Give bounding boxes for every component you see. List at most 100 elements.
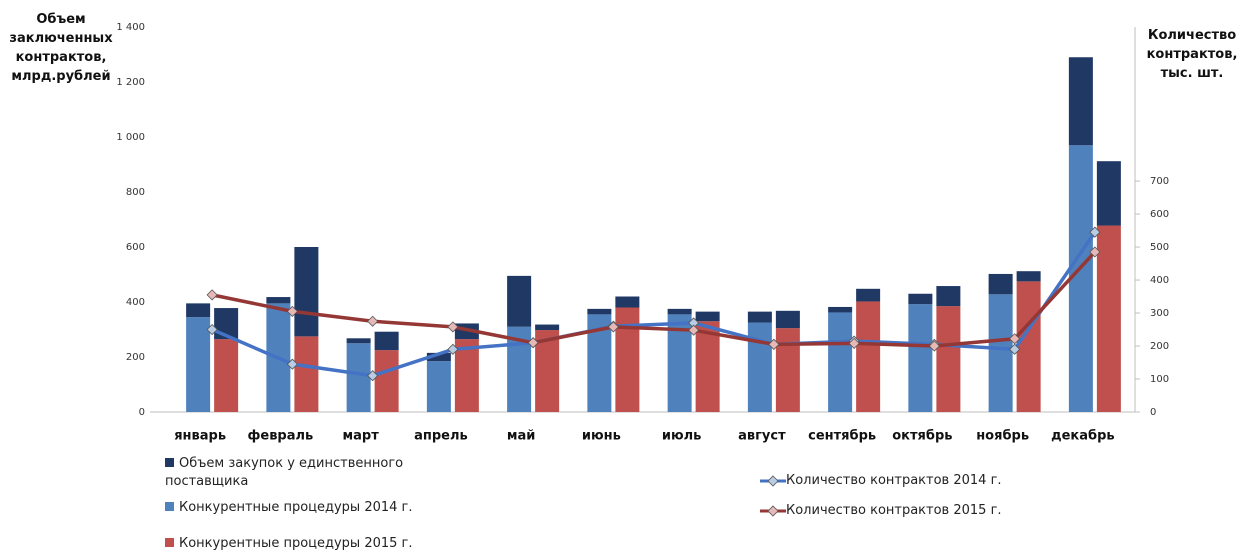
bar (908, 304, 933, 412)
marker (928, 340, 940, 352)
y2-tick-label: 200 (1150, 341, 1169, 352)
legend-item: Конкурентные процедуры 2014 г. (165, 499, 435, 517)
x-tick-label: апрель (414, 429, 468, 444)
marker (1009, 333, 1021, 345)
x-tick-label: январь (174, 429, 226, 444)
y-tick-label: 400 (126, 297, 145, 308)
bar-segment (615, 296, 640, 308)
legend-label: Конкурентные процедуры 2015 г. (179, 536, 413, 551)
bar-segment (936, 286, 961, 307)
bar-segment (775, 310, 800, 329)
bar (936, 306, 961, 412)
y2-tick-label: 0 (1150, 407, 1156, 418)
legend-item: Конкурентные процедуры 2015 г. (165, 535, 435, 553)
bar (615, 307, 640, 412)
bar-segment (1068, 57, 1093, 146)
marker (447, 321, 459, 333)
marker (286, 305, 298, 317)
legend-label: Объем закупок у единственного поставщика (165, 456, 404, 489)
bar (374, 350, 399, 412)
y-axis-title: Объем заключенных контрактов, млрд.рубле… (9, 12, 113, 84)
bar (1016, 281, 1041, 412)
x-tick-label: ноябрь (976, 429, 1029, 444)
marker (206, 323, 218, 336)
bar (186, 317, 211, 412)
bar-segment (695, 311, 720, 322)
bar-segment (346, 338, 371, 344)
line (211, 250, 1097, 348)
marker (367, 315, 379, 327)
bar-segment (1016, 271, 1041, 282)
bar (775, 328, 800, 412)
y-tick-label: 200 (126, 352, 145, 363)
y-tick-label: 600 (126, 242, 145, 253)
y2-tick-label: 700 (1150, 176, 1169, 187)
bar-segment (587, 308, 612, 315)
legend-item: Объем закупок у единственного поставщика (165, 455, 435, 491)
x-tick-label: май (507, 429, 536, 444)
x-tick-label: сентябрь (808, 429, 876, 444)
bar-segment (294, 247, 319, 337)
y-tick-label: 0 (139, 407, 145, 418)
bar-segment (908, 293, 933, 305)
marker (768, 338, 780, 350)
legend-symbol (760, 475, 786, 487)
y2-axis-title: Количество контрактов, тыс. шт. (1146, 28, 1238, 81)
y-tick-label: 1 200 (116, 77, 145, 88)
bar-segment (988, 273, 1013, 295)
y2-tick-label: 500 (1150, 242, 1169, 253)
bar (1068, 145, 1093, 412)
legend-label: Количество контрактов 2015 г. (786, 503, 1002, 518)
bar (856, 301, 881, 412)
x-tick-label: октябрь (892, 429, 952, 444)
bar (828, 312, 853, 412)
bar (346, 343, 371, 412)
marker (688, 324, 700, 336)
bar (1096, 225, 1121, 412)
marker (367, 370, 379, 382)
bar-segment (1096, 161, 1121, 226)
x-tick-label: июнь (582, 429, 621, 444)
marker (1009, 343, 1021, 355)
bar-segment (856, 288, 881, 302)
bar-segment (828, 306, 853, 313)
bar-segment (426, 352, 451, 362)
bar-segment (747, 311, 772, 323)
legend-symbol (760, 505, 786, 517)
bar-segment (507, 275, 532, 327)
x-tick-label: март (343, 429, 380, 444)
y-tick-label: 1 000 (116, 132, 145, 143)
y-tick-label: 800 (126, 187, 145, 198)
bar-segment (374, 331, 399, 351)
bar (294, 336, 319, 412)
bar-segment (186, 303, 211, 318)
legend-item: Количество контрактов 2014 г. (760, 472, 1002, 490)
marker (286, 358, 298, 370)
marker (527, 337, 539, 349)
legend-item: Количество контрактов 2015 г. (760, 502, 1002, 520)
legend-label: Количество контрактов 2014 г. (786, 473, 1002, 488)
x-tick-label: июль (662, 429, 702, 444)
bar-segment (266, 297, 291, 304)
legend-label: Конкурентные процедуры 2014 г. (179, 500, 413, 515)
bar (426, 361, 451, 412)
x-tick-label: февраль (247, 429, 313, 444)
line (211, 231, 1097, 378)
bar-segment (535, 324, 560, 331)
bar-segment (667, 308, 692, 315)
marker (1089, 226, 1101, 238)
marker (206, 289, 218, 301)
marker (447, 343, 459, 355)
y2-tick-label: 600 (1150, 209, 1169, 220)
bar (214, 339, 239, 412)
x-tick-label: декабрь (1051, 429, 1115, 444)
bar (747, 322, 772, 412)
y-tick-label: 1 400 (116, 22, 145, 33)
bar (535, 330, 560, 412)
bar (988, 294, 1013, 412)
legend-symbol (165, 502, 174, 511)
y2-tick-label: 300 (1150, 308, 1169, 319)
marker (848, 337, 860, 349)
